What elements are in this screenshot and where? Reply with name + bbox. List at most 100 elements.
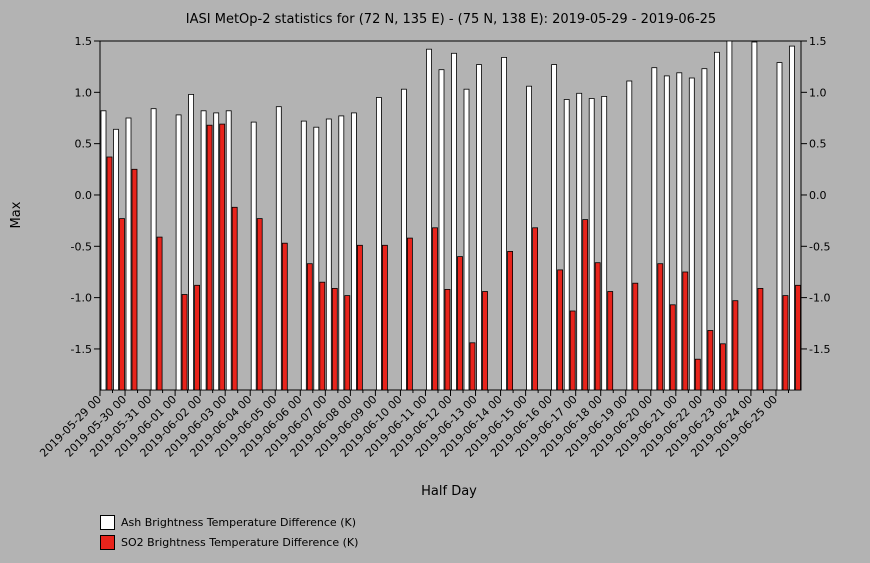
ash-bar-27 <box>438 69 445 391</box>
so2-bar-20 <box>356 244 363 391</box>
so2-bar-0 <box>106 156 113 391</box>
ash-bar-38 <box>576 92 583 391</box>
ash-bar-40 <box>601 96 608 391</box>
ash-bar-47 <box>688 77 695 391</box>
y-axis-label: Max <box>9 201 24 228</box>
ash-bar-18 <box>325 118 332 391</box>
so2-bar-30 <box>482 291 488 391</box>
ash-bar-36 <box>551 64 557 391</box>
ash-bar-52 <box>751 41 758 391</box>
y-tick-label-left-5: -1.0 <box>71 292 92 305</box>
so2-bar-2 <box>131 168 138 391</box>
ash-bar-24 <box>400 88 407 391</box>
ash-bar-16 <box>300 120 307 391</box>
so2-bar-7 <box>194 284 201 391</box>
so2-bar-47 <box>694 358 701 391</box>
so2-bar-54 <box>782 295 789 391</box>
y-tick-label-left-4: -0.5 <box>71 240 92 253</box>
ash-bar-0 <box>100 110 107 391</box>
so2-bar-1 <box>119 218 125 391</box>
ash-bar-8 <box>200 110 207 391</box>
ash-bar-19 <box>338 115 345 391</box>
ash-bar-34 <box>526 85 532 391</box>
ash-bar-6 <box>175 114 182 391</box>
legend-item-so2: SO2 Brightness Temperature Difference (K… <box>100 532 358 552</box>
y-tick-label-left-1: 1.0 <box>75 86 93 99</box>
y-tick-label-left-3: 0.0 <box>75 189 93 202</box>
y-tick-label-right-3: 0.0 <box>809 189 827 202</box>
legend-swatch-so2 <box>100 534 115 550</box>
ash-bar-30 <box>476 64 482 391</box>
so2-bar-34 <box>532 227 538 391</box>
so2-bar-29 <box>469 342 476 391</box>
ash-bar-39 <box>588 98 595 391</box>
so2-bar-52 <box>757 287 764 391</box>
ash-bar-22 <box>375 97 382 391</box>
ash-bar-29 <box>463 88 470 391</box>
ash-bar-12 <box>250 121 257 391</box>
legend-swatch-ash <box>100 514 115 530</box>
y-axis-right: 1.5 1.0 0.5 0.0 -0.5 -1.0 -1.5 <box>801 35 830 356</box>
ash-bar-9 <box>213 112 220 391</box>
so2-bar-10 <box>231 206 238 391</box>
ash-bar-44 <box>651 67 658 391</box>
so2-bar-4 <box>156 236 163 391</box>
ash-bar-1 <box>113 128 119 391</box>
so2-bar-46 <box>682 271 689 391</box>
legend-label-so2: SO2 Brightness Temperature Difference (K… <box>121 535 359 549</box>
ash-bar-42 <box>626 80 633 391</box>
bars-group <box>100 40 801 391</box>
so2-bar-27 <box>444 288 451 391</box>
so2-bar-44 <box>657 263 664 391</box>
y-tick-label-left-0: 1.5 <box>75 35 93 48</box>
ash-bar-49 <box>714 51 720 391</box>
y-tick-label-right-2: 0.5 <box>809 138 827 151</box>
so2-bar-39 <box>594 262 601 391</box>
y-tick-label-right-6: -1.5 <box>809 343 830 356</box>
ash-bar-28 <box>451 52 457 391</box>
so2-bar-55 <box>795 284 801 391</box>
ash-bar-50 <box>726 40 733 391</box>
y-tick-label-left-6: -1.5 <box>71 343 92 356</box>
ash-bar-46 <box>676 72 683 391</box>
so2-bar-45 <box>669 304 676 391</box>
y-tick-label-right-4: -0.5 <box>809 240 830 253</box>
ash-bar-10 <box>225 110 232 391</box>
x-axis-label: Half Day <box>421 484 477 499</box>
so2-bar-24 <box>406 237 413 391</box>
so2-bar-50 <box>732 300 739 391</box>
so2-bar-49 <box>720 343 726 391</box>
so2-bar-36 <box>557 269 563 391</box>
y-tick-label-right-0: 1.5 <box>809 35 827 48</box>
ash-bar-37 <box>563 99 570 391</box>
so2-bar-9 <box>219 123 226 391</box>
so2-bar-14 <box>281 242 288 391</box>
ash-bar-54 <box>776 62 783 391</box>
so2-bar-38 <box>582 219 589 391</box>
ash-bar-17 <box>313 126 320 391</box>
legend-label-ash: Ash Brightness Temperature Difference (K… <box>121 515 356 529</box>
so2-bar-26 <box>432 227 438 391</box>
chart-title: IASI MetOp-2 statistics for (72 N, 135 E… <box>186 12 716 27</box>
ash-bar-26 <box>426 48 432 391</box>
ash-bar-20 <box>350 112 357 391</box>
so2-bar-19 <box>344 295 351 391</box>
so2-bar-6 <box>181 294 188 391</box>
ash-bar-7 <box>188 94 195 391</box>
y-tick-label-right-1: 1.0 <box>809 86 827 99</box>
so2-bar-18 <box>331 287 338 391</box>
ash-bar-32 <box>501 57 508 391</box>
ash-bar-48 <box>701 68 708 391</box>
so2-bar-32 <box>507 250 514 391</box>
so2-bar-8 <box>206 124 213 391</box>
so2-bar-37 <box>569 310 576 391</box>
ash-bar-45 <box>663 75 670 391</box>
legend: Ash Brightness Temperature Difference (K… <box>100 512 358 552</box>
so2-bar-40 <box>607 291 614 391</box>
so2-bar-42 <box>632 282 639 391</box>
y-axis-left: 1.5 1.0 0.5 0.0 -0.5 -1.0 -1.5 <box>71 35 100 356</box>
so2-bar-16 <box>306 263 313 391</box>
so2-bar-12 <box>256 218 263 391</box>
